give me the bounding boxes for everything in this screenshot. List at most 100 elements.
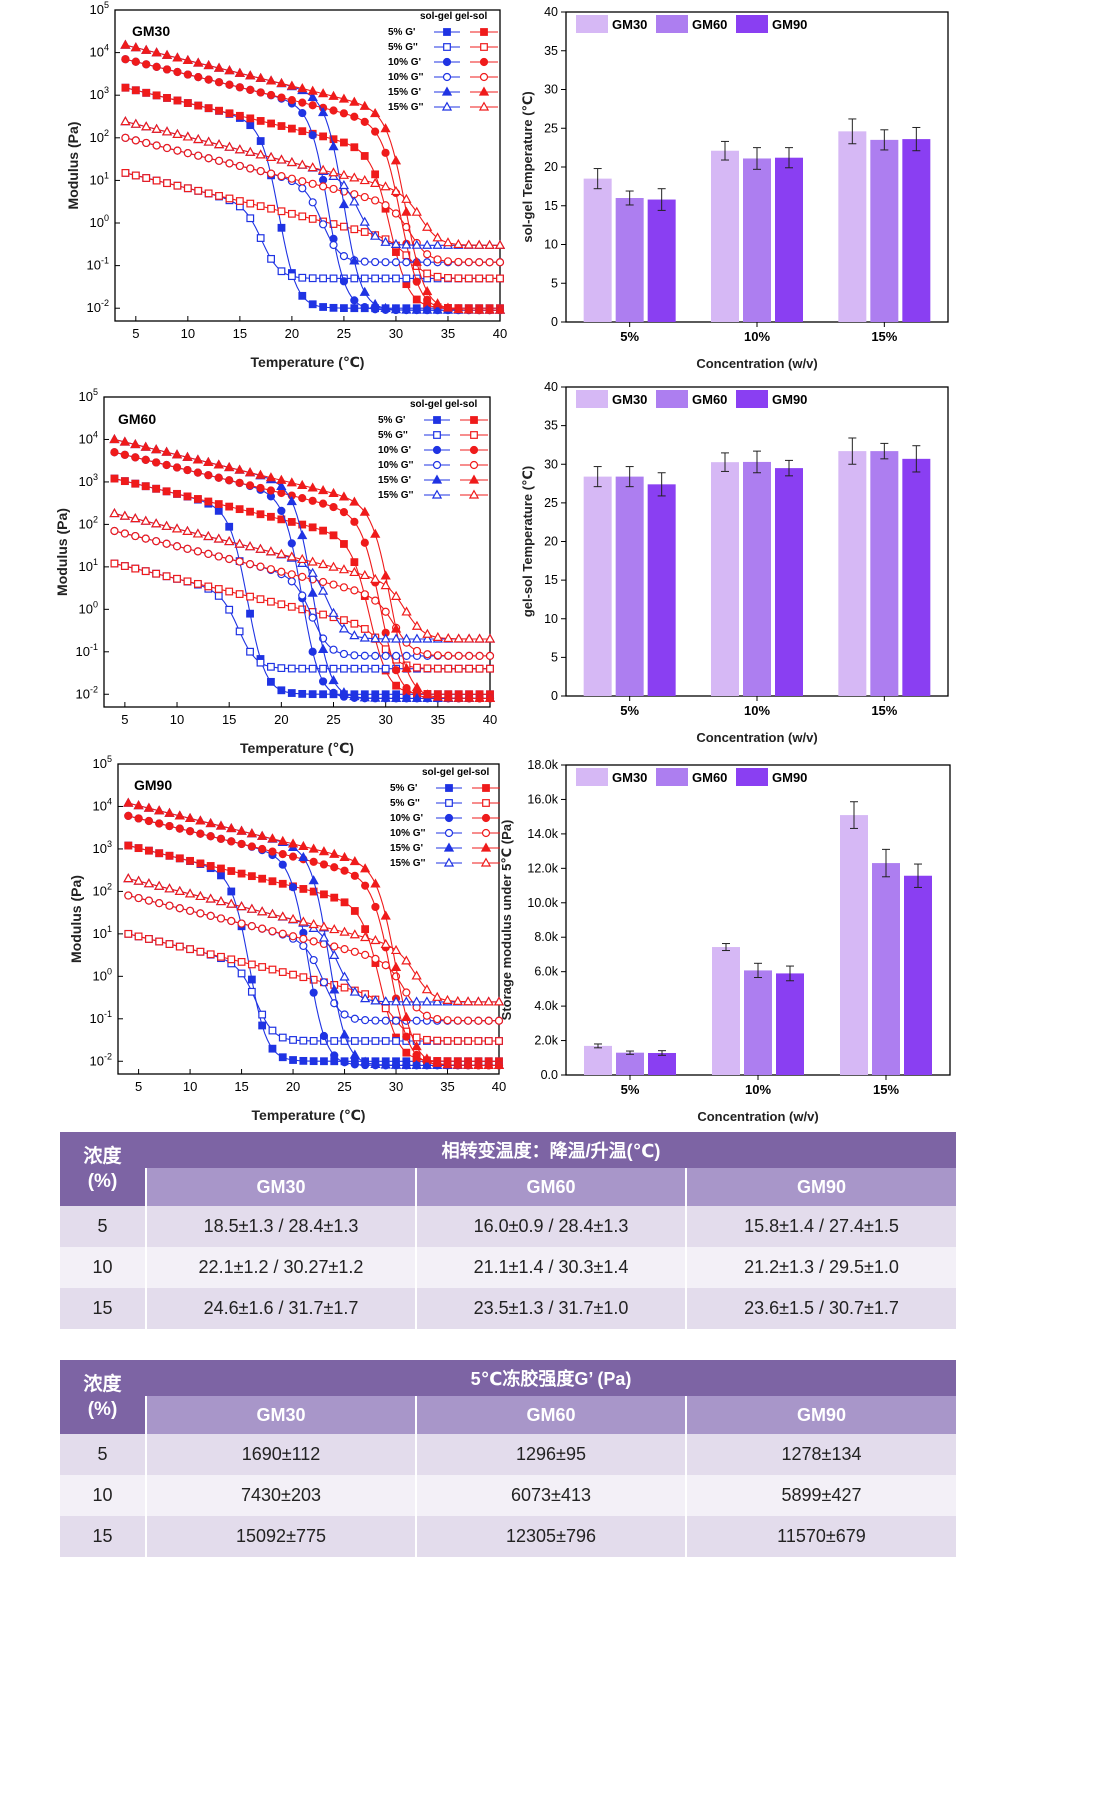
y-tick-exponent: 0 [107, 966, 112, 976]
gel-sol-point [371, 196, 380, 205]
gel-sol-point [246, 164, 255, 173]
sol-gel-point [328, 607, 339, 617]
gel-sol-point [360, 590, 369, 599]
y-tick-base: 10 [90, 1011, 104, 1026]
gel-sol-point [163, 94, 171, 102]
gel-sol-point [286, 551, 297, 561]
y-tick-label: 16.0k [527, 792, 558, 806]
legend-label: 10% G'' [378, 460, 413, 471]
legend-label: 15% G' [378, 475, 411, 486]
gel-sol-point [319, 526, 327, 535]
legend-header: sol-gel gel-sol [420, 11, 487, 22]
gel-sol-point [308, 101, 317, 110]
gel-sol-point [484, 1016, 493, 1025]
gel-sol-point [298, 520, 307, 529]
legend-marker [444, 813, 454, 823]
gel-sol-point [286, 477, 297, 487]
gel-sol-point [298, 127, 307, 136]
sol-gel-point [217, 871, 225, 880]
gel-sol-point [245, 146, 256, 156]
gel-sol-point [225, 109, 234, 118]
table-row: 15 24.6±1.6 / 31.7±1.7 23.5±1.3 / 31.7±1… [60, 1288, 956, 1329]
sol-gel-point [422, 633, 433, 643]
legend-label: GM90 [772, 392, 807, 407]
sol-gel-point [349, 255, 360, 265]
gel-sol-point [182, 131, 193, 141]
gel-sol-point [463, 304, 474, 314]
gel-sol-point [412, 1050, 421, 1060]
y-tick-exponent: 3 [104, 85, 109, 95]
sol-gel-point [432, 304, 443, 314]
gel-sol-point [298, 840, 309, 851]
gel-sol-point [206, 832, 215, 841]
gel-sol-point [412, 1033, 421, 1042]
y-tick-label: 14.0k [527, 827, 558, 841]
gel-sol-point [340, 616, 348, 625]
gel-sol-point [484, 633, 496, 643]
sol-gel-point [360, 993, 371, 1003]
table-cell: 1278±134 [685, 1434, 956, 1475]
gel-sol-point [206, 862, 215, 870]
gel-sol-point [133, 875, 144, 885]
legend-label: GM60 [692, 770, 727, 785]
sol-gel-point [401, 996, 412, 1006]
gel-sol-point [380, 570, 391, 580]
sol-gel-point [308, 274, 317, 283]
gel-sol-curve [128, 933, 499, 1042]
gel-sol-point [287, 174, 296, 183]
gel-sol-point [184, 812, 196, 822]
legend-marker [481, 813, 491, 823]
gel-sol-point [318, 921, 330, 931]
gel-sol-point [235, 161, 244, 171]
bar-gm90 [902, 458, 931, 696]
gel-sol-point [120, 39, 131, 49]
column-header: GM30 [145, 1396, 416, 1434]
gel-sol-point [349, 172, 360, 182]
legend-label: GM90 [772, 17, 807, 32]
sol-gel-point [370, 1058, 381, 1068]
legend-label: 5% G'' [378, 430, 408, 441]
y-tick-exponent: 5 [104, 0, 109, 10]
gel-sol-curve [114, 438, 490, 699]
legend-label: GM30 [612, 17, 647, 32]
gel-sol-point [317, 559, 329, 569]
y-tick-label: 5 [551, 276, 558, 290]
sol-gel-point [329, 240, 338, 250]
gel-sol-point [277, 172, 286, 181]
sol-gel-point [287, 539, 296, 548]
table-row: 5 18.5±1.3 / 28.4±1.3 16.0±0.9 / 28.4±1.… [60, 1206, 956, 1247]
y-tick-base: 10 [90, 130, 104, 145]
sol-gel-point [330, 1051, 339, 1060]
gel-sol-point [381, 148, 390, 157]
gel-sol-point [224, 461, 235, 472]
legend-marker [478, 86, 490, 96]
gel-sol-point [453, 1016, 462, 1025]
gel-sol-point [120, 116, 131, 126]
sol-gel-point [308, 131, 317, 140]
gel-sol-point [339, 508, 349, 517]
gel-sol-point [360, 931, 371, 942]
gel-sol-point [381, 201, 390, 210]
sol-gel-point [278, 860, 287, 869]
gel-sol-point [473, 996, 484, 1006]
y-tick-label: 100 [93, 966, 112, 983]
bar-gm30 [583, 476, 612, 696]
gel-sol-point [204, 497, 213, 506]
gel-sol-point [171, 449, 183, 459]
legend-marker [444, 828, 454, 838]
gel-sol-point [265, 546, 277, 556]
gel-sol-point [227, 955, 236, 964]
sol-gel-point [317, 585, 329, 595]
sol-gel-point [350, 304, 359, 313]
sol-gel-point [380, 236, 391, 246]
sol-gel-point [380, 692, 391, 702]
gel-sol-point [266, 169, 276, 178]
gel-sol-point [163, 179, 171, 188]
gel-sol-point [124, 841, 133, 850]
sol-gel-point [328, 141, 339, 151]
gel-sol-point [246, 507, 254, 516]
gel-sol-point [255, 469, 266, 479]
sol-gel-point [402, 651, 411, 661]
y-axis-label: Modulus (Pa) [54, 508, 70, 596]
gel-sol-point [308, 523, 317, 532]
